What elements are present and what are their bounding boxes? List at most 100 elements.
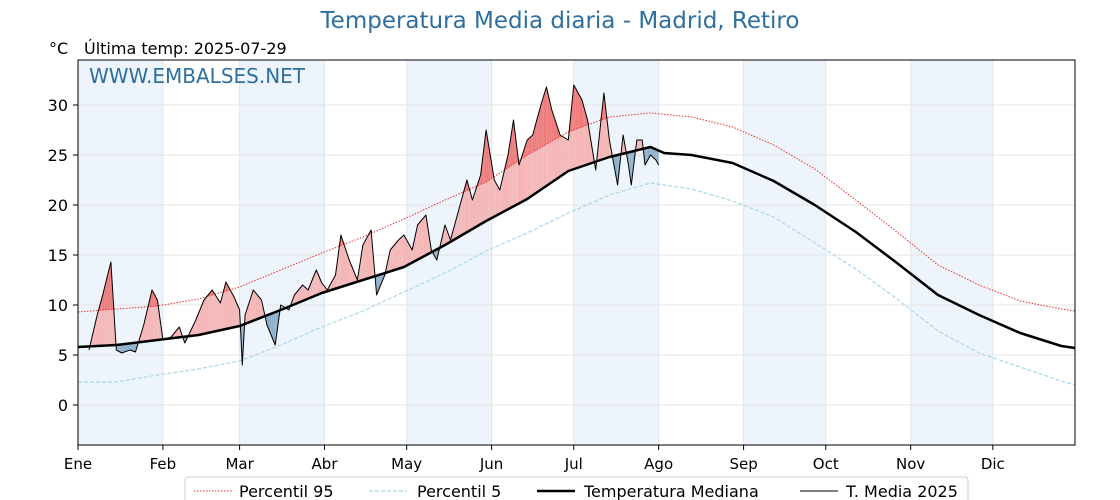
above-p95-fill xyxy=(108,262,111,310)
below-median-fill xyxy=(376,275,379,295)
above-median-fill xyxy=(293,295,295,305)
below-median-fill xyxy=(380,273,383,285)
above-median-fill xyxy=(253,290,256,321)
above-p95-fill xyxy=(581,100,584,127)
above-p95-fill xyxy=(102,286,105,311)
above-p95-fill xyxy=(546,87,548,145)
above-median-fill xyxy=(501,172,504,213)
above-median-fill xyxy=(249,296,252,323)
above-median-fill xyxy=(498,187,500,215)
above-median-fill xyxy=(387,256,389,273)
above-median-fill xyxy=(305,287,307,300)
above-median-fill xyxy=(235,300,237,327)
above-median-fill xyxy=(216,296,219,332)
p5-line xyxy=(78,182,1076,386)
above-p95-fill xyxy=(482,152,484,184)
above-median-fill xyxy=(464,180,467,234)
above-median-fill xyxy=(208,292,211,333)
above-p95-fill xyxy=(528,137,530,155)
above-median-fill xyxy=(234,297,236,328)
above-median-fill xyxy=(342,241,346,287)
above-median-fill xyxy=(564,137,567,174)
below-median-fill xyxy=(630,151,632,185)
x-tick-label: Jul xyxy=(564,455,583,473)
above-median-fill xyxy=(517,153,519,205)
above-median-fill xyxy=(223,287,225,330)
above-median-fill xyxy=(442,225,446,247)
above-median-fill xyxy=(201,300,204,335)
above-p95-fill xyxy=(545,87,547,146)
above-median-fill xyxy=(345,247,348,286)
below-median-fill xyxy=(269,313,272,335)
x-tick-label: Ene xyxy=(64,455,92,473)
above-median-fill xyxy=(257,295,260,320)
above-median-fill xyxy=(298,287,301,303)
above-p95-fill xyxy=(575,88,578,130)
above-p95-fill xyxy=(551,110,554,142)
above-median-fill xyxy=(638,140,640,150)
month-band xyxy=(239,60,325,445)
above-median-fill xyxy=(364,237,367,280)
above-median-fill xyxy=(623,135,625,154)
below-median-fill xyxy=(657,150,659,165)
above-median-fill xyxy=(390,247,393,272)
above-median-fill xyxy=(394,242,397,271)
current-year-line xyxy=(88,84,660,366)
above-p95-fill xyxy=(534,120,537,151)
below-median-fill xyxy=(657,150,658,164)
above-median-fill xyxy=(523,146,526,202)
above-median-fill xyxy=(454,217,457,240)
above-p95-fill xyxy=(153,292,155,307)
below-median-fill xyxy=(646,147,648,163)
x-tick-label: Feb xyxy=(150,455,177,473)
y-tick-label: 0 xyxy=(58,396,68,415)
above-median-fill xyxy=(319,276,321,295)
below-median-fill xyxy=(121,344,124,353)
above-median-fill xyxy=(403,235,406,267)
legend: Percentil 95 Percentil 5 Temperatura Media… xyxy=(184,476,969,500)
legend-p95-label: Percentil 95 xyxy=(239,482,334,500)
above-p95-fill xyxy=(547,92,550,144)
below-median-fill xyxy=(119,344,121,353)
above-median-fill xyxy=(494,180,496,217)
above-median-fill xyxy=(405,238,409,266)
above-median-fill xyxy=(468,185,470,232)
y-tick-label: 15 xyxy=(48,246,68,265)
below-median-fill xyxy=(117,344,120,352)
above-median-fill xyxy=(447,232,450,244)
above-p95-fill xyxy=(525,140,528,157)
above-median-fill xyxy=(173,332,176,339)
above-median-fill xyxy=(636,140,639,151)
above-median-fill xyxy=(230,289,233,329)
above-median-fill xyxy=(469,190,472,231)
above-median-fill xyxy=(478,175,481,226)
above-median-fill xyxy=(474,187,477,228)
below-median-fill xyxy=(134,342,136,352)
x-tick-label: Sep xyxy=(729,455,757,473)
above-median-fill xyxy=(303,286,306,301)
below-median-fill xyxy=(651,147,654,158)
above-p95-fill xyxy=(538,105,541,149)
above-p95-fill xyxy=(512,120,514,165)
above-median-fill xyxy=(471,195,473,230)
above-median-fill xyxy=(558,128,561,178)
above-median-fill xyxy=(639,140,641,150)
above-median-fill xyxy=(466,180,469,233)
above-median-fill xyxy=(417,222,420,260)
above-median-fill xyxy=(349,260,352,285)
above-median-fill xyxy=(366,233,370,279)
below-median-fill xyxy=(120,344,122,353)
above-median-fill xyxy=(521,152,524,203)
above-median-fill xyxy=(452,225,455,241)
above-median-fill xyxy=(607,128,610,158)
above-median-fill xyxy=(495,182,498,216)
above-median-fill xyxy=(220,297,222,331)
below-median-fill xyxy=(615,155,618,185)
above-median-fill xyxy=(156,297,158,341)
above-median-fill xyxy=(99,300,102,346)
above-median-fill xyxy=(261,300,263,318)
above-median-fill xyxy=(560,135,563,177)
below-median-fill xyxy=(127,343,131,351)
above-median-fill xyxy=(154,295,157,341)
above-median-fill xyxy=(589,132,592,164)
